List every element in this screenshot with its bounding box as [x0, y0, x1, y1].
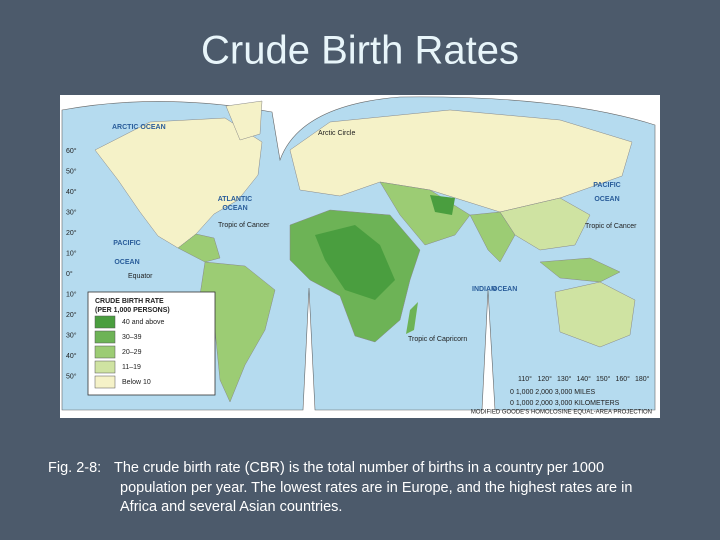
legend-swatch [94, 375, 116, 389]
legend-label: 30–39 [122, 334, 142, 341]
north-america [94, 117, 263, 249]
longitude-label: 180° [635, 375, 650, 383]
south-asia [469, 211, 516, 263]
caption-line: Africa and several Asian countries. [120, 499, 342, 515]
latitude-label: 50° [66, 372, 77, 380]
latitude-label: 40° [66, 352, 77, 360]
ocean-label: OCEAN [594, 196, 619, 203]
ocean-label: PACIFIC [113, 240, 140, 247]
scale-label: 0 1,000 2,000 3,000 MILES [510, 389, 596, 396]
legend-label: Below 10 [122, 379, 151, 386]
afghanistan [430, 195, 455, 215]
central-africa [315, 225, 395, 300]
legend: CRUDE BIRTH RATE (PER 1,000 PERSONS) 40 … [87, 291, 216, 396]
greenland [225, 100, 263, 141]
legend-swatch [94, 345, 116, 359]
line-label: Tropic of Capricorn [408, 336, 467, 343]
latitude-label: 40° [66, 188, 77, 196]
latitude-label: 0° [66, 270, 73, 278]
slide-title: Crude Birth Rates [201, 29, 519, 73]
legend-title: CRUDE BIRTH RATE [95, 298, 164, 305]
longitude-label: 160° [616, 375, 631, 383]
latitude-label: 10° [66, 249, 77, 257]
scale-label: 0 1,000 2,000 3,000 KILOMETERS [510, 400, 620, 407]
longitude-label: 140° [577, 375, 592, 383]
legend-swatch [94, 330, 116, 344]
ocean-label: ARCTIC OCEAN [112, 124, 166, 131]
legend-swatch [94, 315, 116, 329]
legend-swatch [94, 360, 116, 374]
legend-label: 11–19 [122, 364, 141, 371]
australia [554, 281, 636, 348]
longitude-label: 130° [557, 375, 572, 383]
ocean-label: ATLANTIC [218, 196, 252, 203]
caption-line: population per year. The lowest rates ar… [120, 480, 632, 496]
central-america [177, 233, 221, 263]
madagascar [406, 302, 418, 334]
latitude-label: 50° [66, 167, 77, 175]
latitude-label: 20° [66, 229, 77, 237]
line-label: Equator [128, 273, 153, 280]
legend-title: (PER 1,000 PERSONS) [95, 307, 170, 314]
legend-label: 40 and above [122, 319, 165, 326]
caption-figure: Fig. 2-8: [48, 460, 101, 476]
ocean-label: INDIAN [472, 286, 496, 293]
ocean-label: OCEAN [492, 286, 517, 293]
map: CRUDE BIRTH RATE (PER 1,000 PERSONS) 40 … [60, 95, 660, 418]
longitude-label: 150° [596, 375, 611, 383]
ocean-label: OCEAN [222, 205, 247, 212]
longitude-label: 120° [538, 375, 553, 383]
ocean-label: PACIFIC [593, 182, 620, 189]
latitude-label: 30° [66, 208, 77, 216]
latitude-label: 10° [66, 290, 77, 298]
caption-line: The crude birth rate (CBR) is the total … [114, 460, 604, 476]
projection-label: MODIFIED GOODE'S HOMOLOSINE EQUAL-AREA P… [471, 410, 652, 416]
latitude-label: 20° [66, 311, 77, 319]
line-label: Arctic Circle [318, 130, 355, 137]
line-label: Tropic of Cancer [218, 222, 270, 229]
longitude-label: 110° [518, 375, 532, 383]
line-label: Tropic of Cancer [585, 223, 637, 230]
southeast-asia [539, 257, 621, 283]
middle-east [379, 181, 471, 246]
ocean-label: OCEAN [114, 259, 139, 266]
latitude-label: 60° [66, 147, 77, 155]
legend-label: 20–29 [122, 349, 142, 356]
latitude-label: 30° [66, 331, 77, 339]
